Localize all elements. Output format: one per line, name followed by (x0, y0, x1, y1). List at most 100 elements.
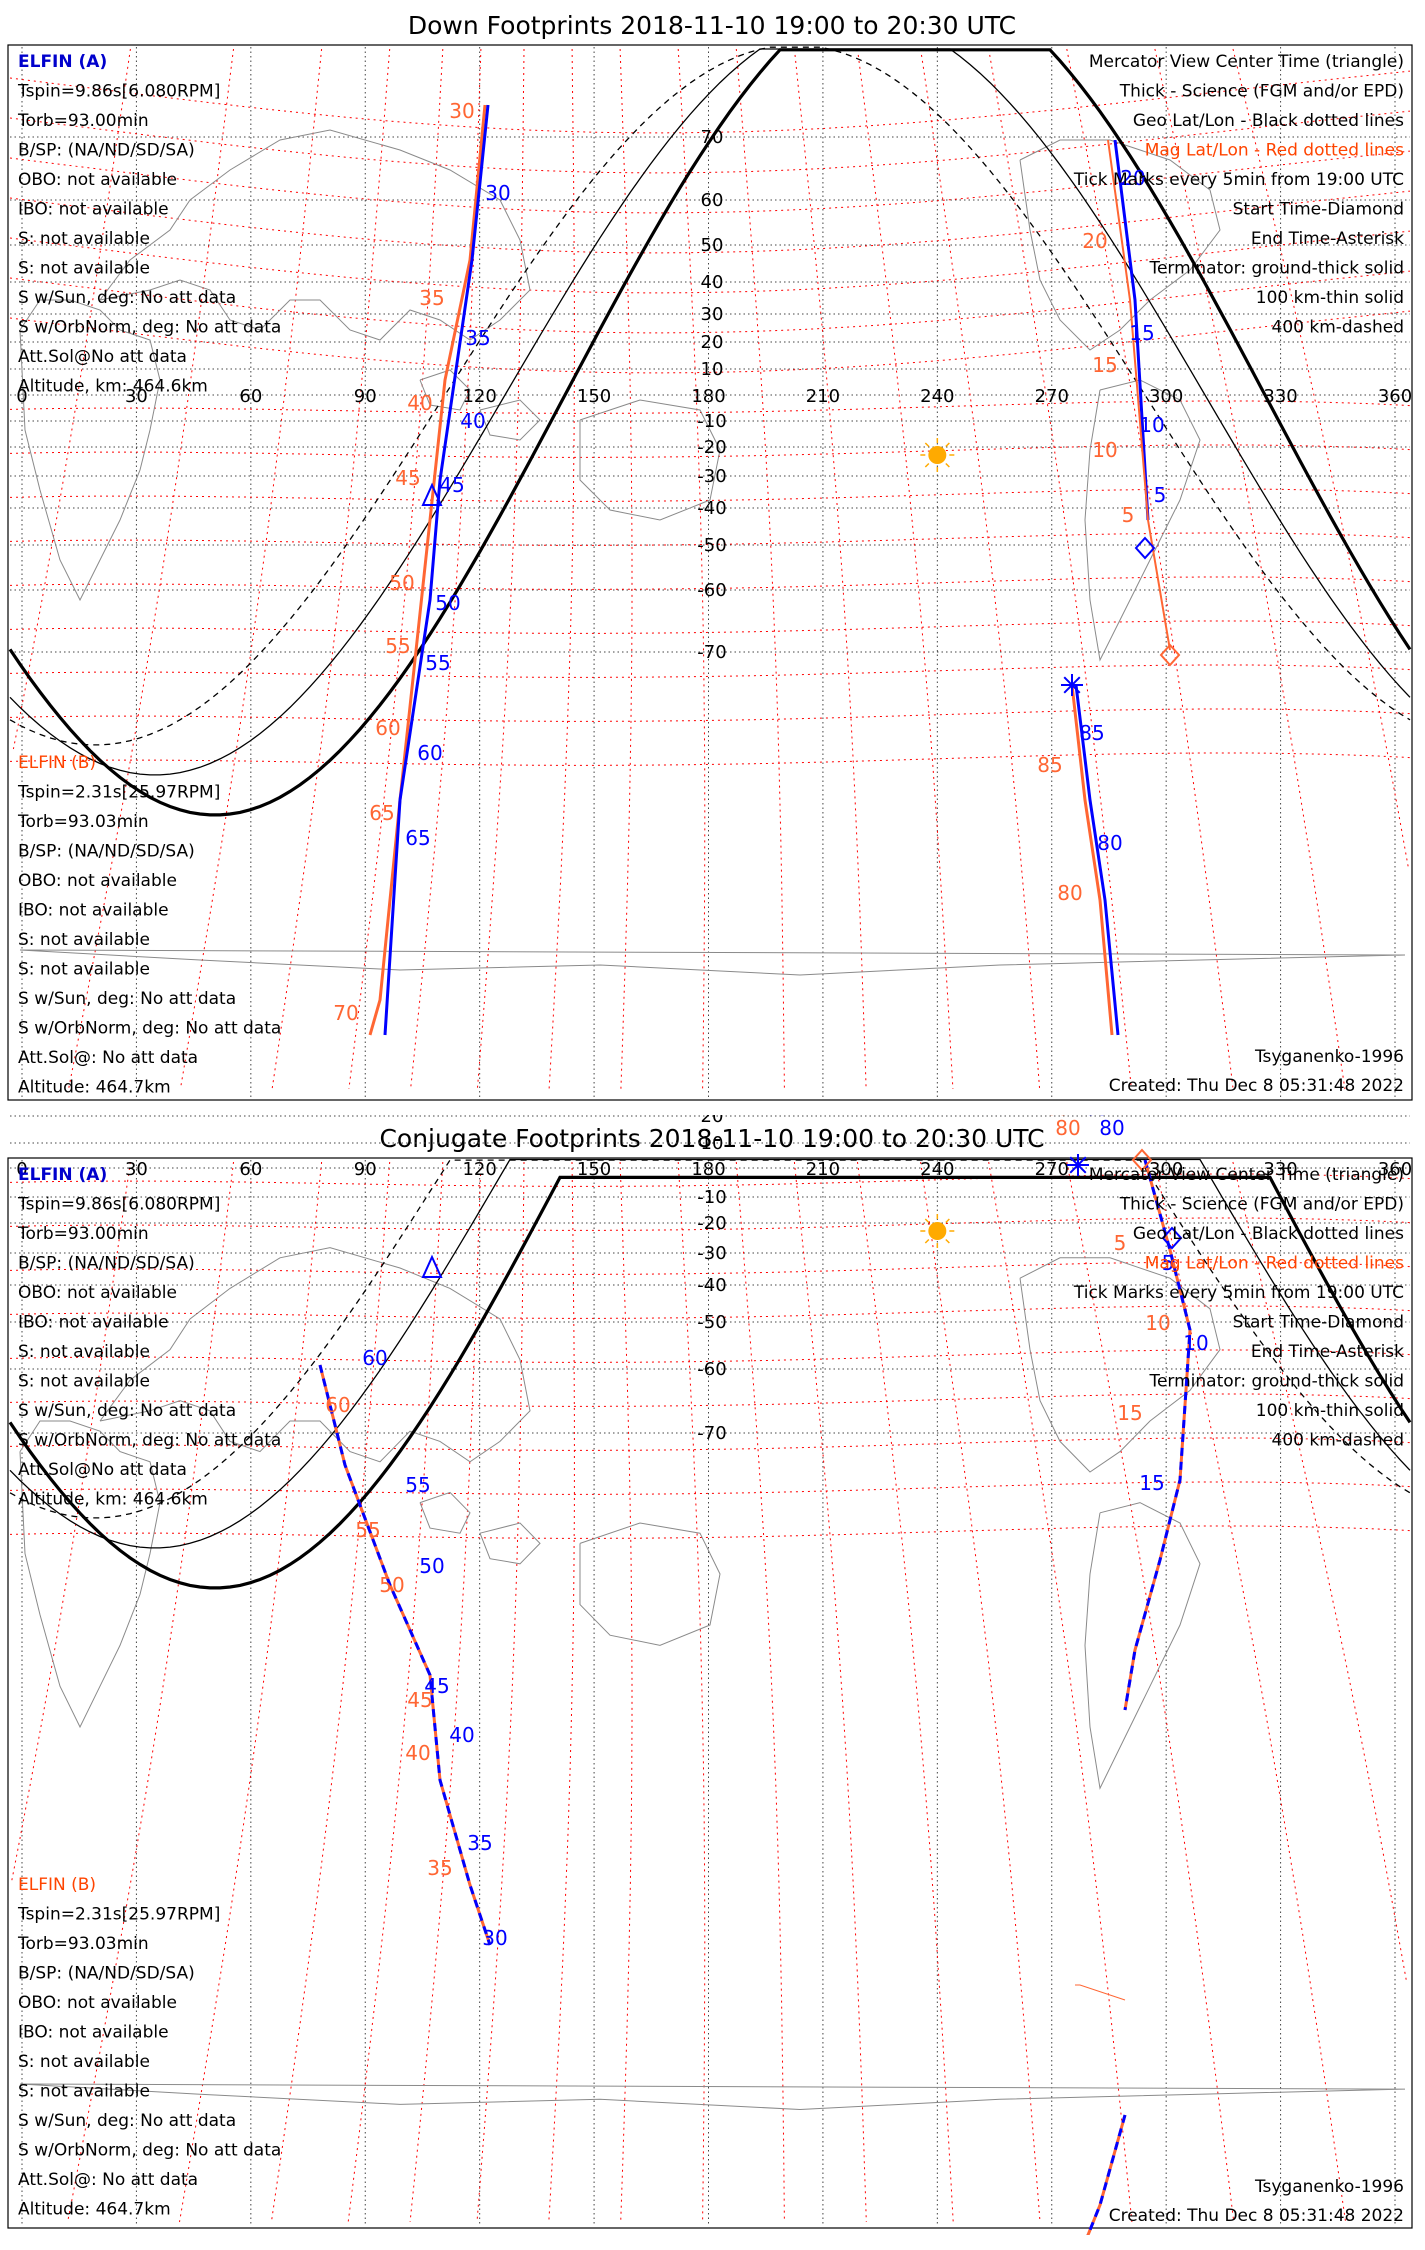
lon-label: 30 (125, 386, 148, 407)
lat-label: 20 (701, 332, 724, 353)
lon-label: 180 (691, 1159, 725, 1180)
mag-meridian (920, 1161, 1041, 2223)
sun-icon (920, 438, 955, 472)
info-line: S w/OrbNorm, deg: No att data (18, 1019, 281, 1039)
info-line: Altitude, km: 464.6km (18, 1490, 208, 1510)
info-line: OBO: not available (18, 170, 177, 190)
track-tick-label: 40 (407, 391, 432, 415)
track-tick-label: 20 (1120, 166, 1145, 190)
track-tick-label: 5 (1122, 503, 1135, 527)
mag-meridian (1066, 1161, 1235, 2223)
mag-parallel (9, 708, 1411, 722)
info-left-a: ELFIN (A) Tspin=9.86s[6.080RPM] Torb=93.00… (17, 52, 281, 397)
track-tick-label: 20 (1082, 229, 1107, 253)
track-tick-label: 85 (1079, 721, 1104, 745)
legend-line: Mag Lat/Lon - Red dotted lines (1145, 141, 1404, 161)
legend-line: Thick - Science (FGM and/or EPD) (1119, 82, 1404, 102)
lat-label: 60 (701, 190, 724, 211)
lat-label: -70 (697, 1423, 726, 1444)
lon-label: 60 (239, 1159, 262, 1180)
info-line: B/SP: (NA/ND/SD/SA) (18, 1964, 195, 1984)
coastline (19, 2083, 1406, 2111)
mag-meridian (793, 1161, 867, 2223)
track-tick-label: 10 (1145, 1311, 1170, 1335)
legend-line: 100 km-thin solid (1256, 288, 1404, 308)
track-tick-label: 35 (465, 326, 490, 350)
lon-label: 240 (920, 386, 954, 407)
terminator-ground (8, 48, 1412, 817)
track-tick-label: 50 (379, 1573, 404, 1597)
lat-label: 30 (701, 304, 724, 325)
info-line: OBO: not available (18, 1993, 177, 2013)
sun-icon (920, 1214, 955, 1248)
mag-meridian (857, 48, 954, 1090)
track-tick-label: 15 (1139, 1471, 1164, 1495)
coastline (419, 1491, 471, 1534)
info-line: Att.Sol@No att data (18, 1460, 187, 1480)
coastline (1019, 1257, 1221, 1473)
info-line: IBO: not available (18, 200, 169, 220)
elfin-a-track (318, 1364, 492, 1946)
coastline (579, 1522, 721, 1646)
geo-grid (10, 1115, 1410, 2226)
start-diamond-b (1159, 643, 1181, 667)
lat-label: -10 (697, 411, 726, 432)
lat-label: -60 (697, 580, 726, 601)
sun-disk (928, 1222, 947, 1240)
mag-meridian (920, 48, 1041, 1090)
mag-meridian (12, 48, 131, 750)
info-line: S: not available (18, 1342, 150, 1362)
info-line: Att.Sol@No att data (18, 347, 187, 367)
lon-label: 270 (1035, 386, 1069, 407)
mag-parallel (9, 620, 1411, 634)
info-right: Mercator View Center Time (triangle) Thic… (1073, 1165, 1404, 1451)
track-tick-label: 60 (325, 1393, 350, 1417)
elfin-b-track (318, 1364, 492, 1946)
legend-line: End Time-Asterisk (1251, 1342, 1404, 1362)
info-line: OBO: not available (18, 871, 177, 891)
legend-line: Mercator View Center Time (triangle) (1089, 52, 1404, 72)
track-tick-label: 80 (1057, 881, 1082, 905)
info-line: S: not available (18, 930, 150, 950)
lon-label: 0 (16, 386, 27, 407)
legend-line: Geo Lat/Lon - Black dotted lines (1133, 111, 1404, 131)
lat-label: -30 (697, 466, 726, 487)
info-line: S: not available (18, 229, 150, 249)
lon-label: 360 (1378, 1159, 1412, 1180)
mag-meridian (11, 1161, 131, 1883)
info-line: S w/OrbNorm, deg: No att data (18, 1431, 281, 1451)
track-tick-label: 80 (1099, 1116, 1124, 1140)
track-tick-label: 50 (435, 591, 460, 615)
terminator-100km (9, 48, 1411, 776)
lon-label: 210 (806, 1159, 840, 1180)
lat-label: -40 (697, 1275, 726, 1296)
end-asterisk (1063, 676, 1081, 694)
mag-meridian (857, 1161, 954, 2223)
terminator-400km (9, 46, 1411, 746)
lon-label: 300 (1149, 386, 1183, 407)
lon-label: 150 (577, 1159, 611, 1180)
track-tick-label: 10 (1183, 1331, 1208, 1355)
lon-label: 360 (1378, 386, 1412, 407)
mag-meridian (1154, 48, 1346, 1090)
lat-label: -50 (697, 1312, 726, 1333)
spacecraft-a-name: ELFIN (A) (18, 52, 107, 72)
coastlines (19, 1247, 1406, 2111)
mag-meridian (1232, 48, 1410, 870)
mag-parallel (9, 70, 1411, 134)
lon-label: 180 (691, 386, 725, 407)
orbit-tracks (318, 1148, 1192, 2235)
track-tick-label: 50 (389, 571, 414, 595)
mag-meridian (793, 48, 867, 1090)
track-tick-label: 55 (425, 651, 450, 675)
track-tick-label: 15 (1092, 353, 1117, 377)
elfin-a-track (383, 104, 490, 1036)
lon-label: 270 (1035, 1159, 1069, 1180)
mag-parallel (9, 310, 1411, 374)
info-line: Torb=93.03min (17, 812, 149, 832)
track-tick-label: 60 (417, 741, 442, 765)
model-label: Tsyganenko-1996 (1254, 2177, 1404, 2197)
mag-meridian (271, 48, 391, 1090)
coastline (1084, 1502, 1201, 1790)
lon-label: 240 (920, 1159, 954, 1180)
